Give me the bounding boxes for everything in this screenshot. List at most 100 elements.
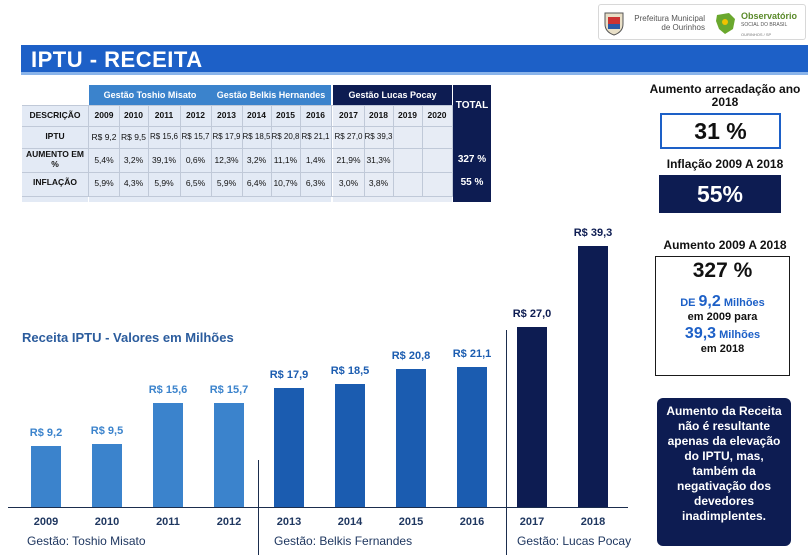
table-cell: 5,9% [216, 178, 237, 188]
total-cell: 327 % [457, 154, 487, 165]
table-cell: 11,1% [273, 155, 298, 165]
bar-label-2012: R$ 15,7 [209, 383, 249, 396]
table-vline [119, 105, 120, 196]
x-tick-2014: 2014 [337, 516, 363, 528]
total-header: TOTAL [455, 100, 489, 111]
table-vline [211, 105, 212, 196]
year-header-2020: 2020 [427, 110, 447, 120]
table-cell: 6,3% [305, 178, 326, 188]
title-bar: IPTU - RECEITA [21, 45, 808, 75]
x-tick-2009: 2009 [33, 516, 59, 528]
row-label-1: IPTU [45, 131, 65, 141]
observatorio-map-icon [716, 13, 735, 34]
table-cell: R$ 39,3 [364, 132, 393, 141]
x-tick-2010: 2010 [94, 516, 120, 528]
table-hline [22, 148, 453, 149]
table-cell [393, 172, 422, 194]
bar-2013 [274, 387, 304, 507]
table-cell: 5,9% [94, 178, 114, 188]
gestao-divider-2 [506, 330, 507, 555]
group-grid-3 [333, 105, 452, 202]
x-tick-2017: 2017 [519, 516, 545, 528]
table-vline [331, 105, 332, 196]
x-tick-2018: 2018 [580, 516, 606, 528]
table-hline [22, 126, 453, 127]
table-cell: R$ 20,8 [271, 132, 300, 141]
de-label: DE [680, 297, 696, 309]
observatorio-sub: SOCIAL DO BRASIL [741, 22, 788, 28]
table-vline [88, 105, 89, 196]
valor-2018: 39,3 [684, 325, 717, 342]
table-cell: 21,9% [336, 155, 361, 165]
table-vline [148, 105, 149, 196]
para-line: 39,3 Milhões [656, 325, 789, 343]
group-grid-1 [89, 105, 211, 202]
table-cell: R$ 18,5 [242, 132, 271, 141]
inflacao-title: Inflação 2009 A 2018 [666, 157, 784, 171]
aumento-arrecadacao-box: 31 % [660, 113, 781, 149]
table-cell: 31,3% [366, 155, 391, 165]
page-title: IPTU - RECEITA [31, 47, 203, 72]
aumento-arrecadacao-value: 31 % [694, 118, 747, 144]
table-vline [271, 105, 272, 196]
table-vline [180, 105, 181, 196]
table-cell: 6,5% [185, 178, 206, 188]
aumento-2009-2018-title: Aumento 2009 A 2018 [663, 238, 787, 252]
bar-label-2017: R$ 27,0 [512, 308, 552, 321]
inflacao-box: 55% [659, 175, 781, 213]
table-cell [422, 148, 452, 172]
bar-2011 [153, 403, 183, 507]
bar-2016 [457, 366, 487, 507]
municipal-crest-icon [604, 12, 624, 36]
table-cell: 3,8% [368, 178, 389, 188]
year-header-2010: 2010 [124, 110, 143, 120]
table-vline [300, 105, 301, 196]
table-cell: 6,4% [246, 178, 267, 188]
table-cell: R$ 27,0 [334, 132, 363, 141]
table-cell: R$ 21,1 [301, 132, 330, 141]
year-header-2012: 2012 [186, 110, 205, 120]
year-header-2009: 2009 [94, 110, 114, 120]
bar-2014 [335, 383, 365, 507]
note-text: Aumento da Receita não é resultante apen… [666, 404, 782, 523]
table-cell: 4,3% [123, 178, 144, 188]
year-header-2017: 2017 [339, 110, 358, 120]
table-cell [422, 172, 452, 194]
bar-2010 [92, 443, 122, 507]
table-cell: R$ 9,2 [91, 132, 117, 142]
group-header-2: Gestão Belkis Hernandes [211, 85, 331, 105]
bar-label-2015: R$ 20,8 [391, 349, 431, 362]
table-cell: 5,4% [94, 155, 114, 165]
year-header-2011: 2011 [154, 110, 174, 120]
row-label-3: INFLAÇÃO [33, 177, 77, 187]
table-cell: R$ 15,6 [149, 132, 179, 141]
table-cell: R$ 17,9 [212, 132, 241, 141]
table-cell: R$ 15,7 [181, 132, 210, 141]
prefeitura-line1: Prefeitura Municipal [634, 14, 705, 23]
year-header-2016: 2016 [306, 110, 325, 120]
valor-2009: 9,2 [698, 293, 721, 310]
observatorio-city: OURINHOS / SP [741, 32, 772, 37]
table-cell [393, 148, 422, 172]
table-cell: 10,7% [273, 178, 298, 188]
year-header-2018: 2018 [369, 110, 388, 120]
row-label-2: AUMENTO EM % [26, 149, 84, 169]
desc-header: DESCRIÇÃO [29, 110, 81, 120]
aumento-2009-2018-value: 327 % [692, 259, 753, 282]
table-vline [422, 105, 423, 196]
x-tick-2011: 2011 [156, 516, 180, 528]
table-cell: 5,9% [154, 178, 174, 188]
chart-title: Receita IPTU - Valores em Milhões [22, 330, 234, 345]
bar-label-2014: R$ 18,5 [330, 364, 370, 377]
bar-label-2011: R$ 15,6 [148, 384, 188, 397]
total-cell [453, 126, 491, 148]
total-column [453, 85, 491, 202]
x-tick-2016: 2016 [459, 516, 485, 528]
chart-baseline [8, 507, 628, 508]
table-cell [422, 126, 452, 148]
bar-2009 [31, 445, 61, 507]
gestao-label-1: Gestão: Toshio Misato [27, 534, 146, 548]
group-header-1: Gestão Toshio Misato [89, 85, 211, 105]
x-tick-2015: 2015 [398, 516, 424, 528]
table-vline [393, 105, 394, 196]
